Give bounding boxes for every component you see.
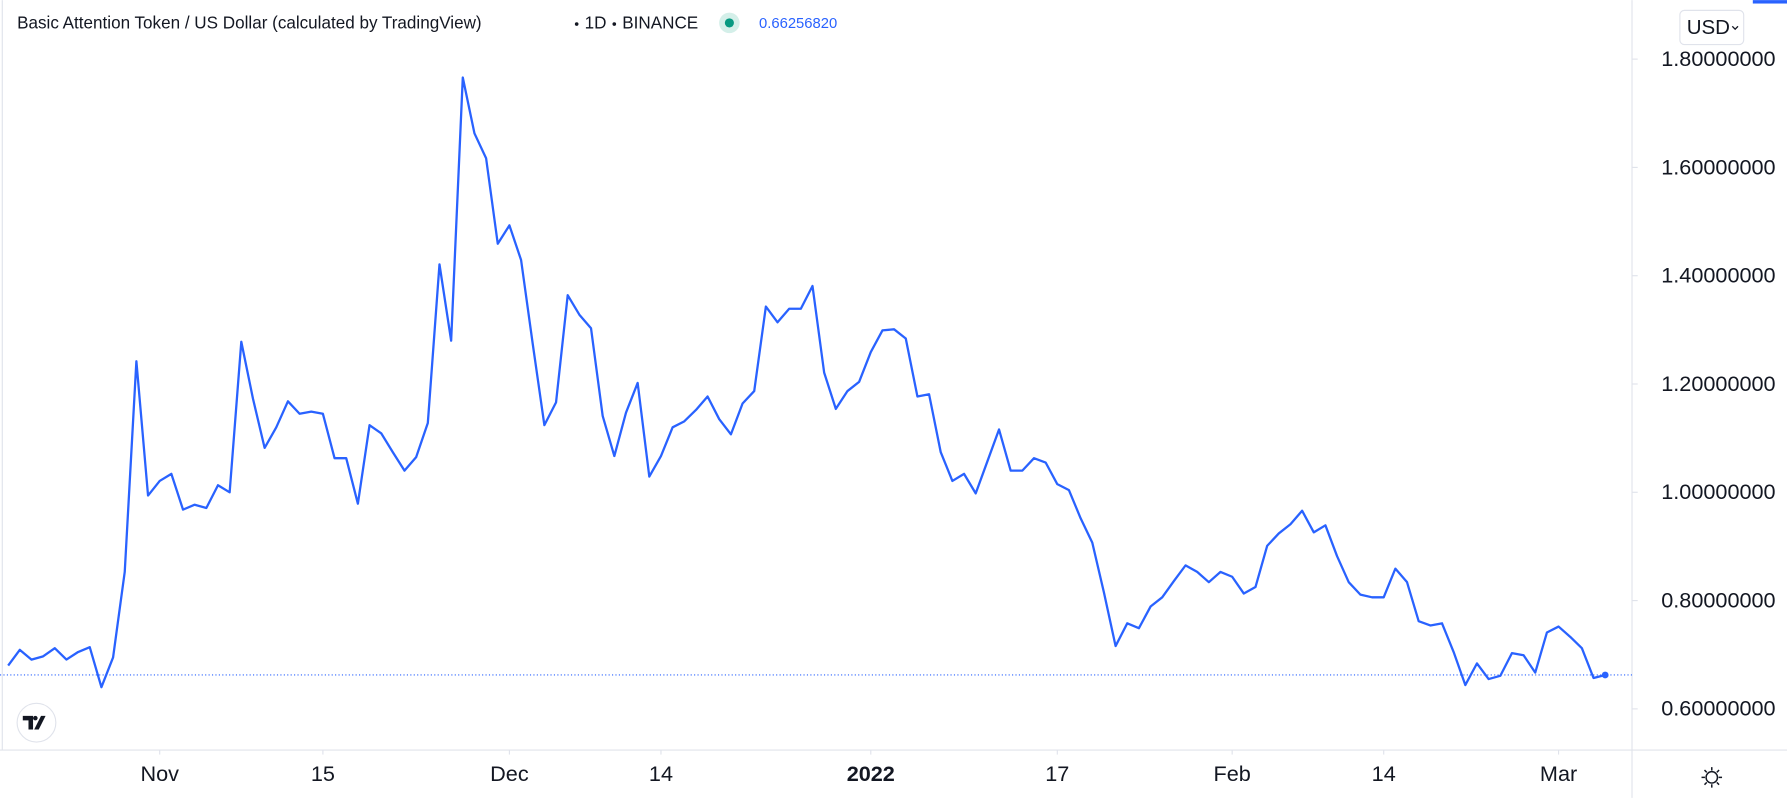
price-line: [7, 76, 1606, 689]
separator: [574, 22, 579, 26]
x-tick-label: Mar: [1540, 761, 1577, 786]
x-tick-label: Feb: [1214, 761, 1251, 786]
accent: [1752, 0, 1787, 4]
y-tick-label: 0.80000000: [1661, 587, 1775, 612]
currency[interactable]: USD: [1687, 16, 1730, 39]
symbol-title[interactable]: Basic Attention Token / US Dollar (calcu…: [17, 14, 482, 33]
y-tick-label: 1.40000000: [1661, 263, 1775, 288]
x-tick-label: 2022: [847, 761, 895, 786]
y-tick-label: 1.60000000: [1661, 154, 1775, 179]
settings-icon[interactable]: [1701, 767, 1723, 788]
y-tick-label: 1.20000000: [1661, 371, 1775, 396]
separator: [612, 22, 617, 26]
exchange: BINANCE: [622, 14, 698, 33]
currency-button[interactable]: [1679, 9, 1745, 46]
x-tick-label: Dec: [490, 761, 529, 786]
last-point: [1601, 671, 1609, 679]
x-tick-label: 14: [649, 761, 673, 786]
tv-logo[interactable]: [16, 702, 57, 743]
last-price-header: 0.66256820: [759, 16, 837, 32]
x-tick-label: 15: [311, 761, 335, 786]
interval[interactable]: 1D: [585, 14, 607, 33]
market-status[interactable]: [724, 18, 734, 28]
y-tick-label: 1.00000000: [1661, 479, 1775, 504]
x-tick-label: 14: [1372, 761, 1396, 786]
y-tick-label: 1.80000000: [1661, 46, 1775, 71]
x-tick-label: Nov: [140, 761, 179, 786]
chevron: [1731, 25, 1739, 31]
y-tick-label: 0.60000000: [1661, 696, 1775, 721]
x-tick-label: 17: [1045, 761, 1069, 786]
